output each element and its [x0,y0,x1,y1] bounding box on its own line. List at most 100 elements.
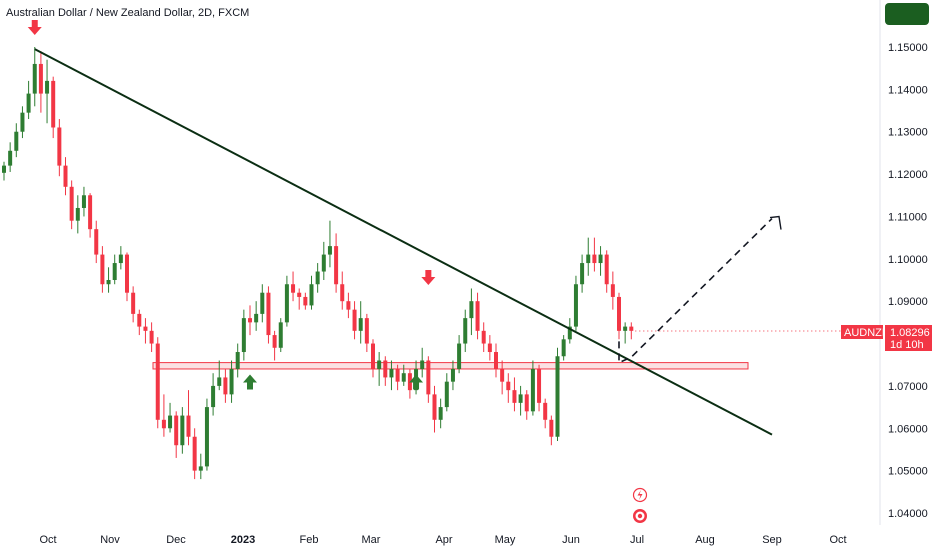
candle-body [229,368,234,395]
candle-body [63,165,68,187]
header-action-button[interactable] [885,3,929,25]
candle-body [377,360,382,369]
candle-body [573,284,578,327]
candle [20,106,25,139]
candle-body [457,343,462,369]
x-tick-label: Aug [695,534,715,546]
candle [327,220,332,268]
y-tick-label: 1.10000 [888,254,928,266]
lightning-icon[interactable] [632,487,648,503]
candle [450,360,455,391]
candle-body [543,402,548,420]
candle [112,254,117,285]
candle [186,390,191,446]
candle [198,453,203,480]
candle-body [297,292,302,297]
candle [340,271,345,310]
candle [315,263,320,293]
symbol-badge: AUDNZD [841,325,890,339]
candle-body [500,368,505,382]
candle-body [487,343,492,353]
candle [555,347,560,441]
candle-body [69,186,74,221]
candle-body [155,343,160,420]
candle [371,339,375,378]
candle-body [598,254,603,264]
candle-body [321,254,326,272]
candle [610,271,615,310]
candle [241,309,246,361]
candle [537,364,542,412]
x-tick-label: Nov [100,534,120,546]
candle-body [8,150,13,166]
arrow-up-icon [409,374,424,390]
candle-body [309,284,314,306]
candle-body [512,390,517,403]
y-tick-label: 1.05000 [888,466,928,478]
candle [500,360,505,395]
candle-body [352,309,357,331]
arrow-down-icon [421,270,436,285]
candle-body [217,377,222,386]
trendline[interactable] [34,48,773,436]
chart-title: Australian Dollar / New Zealand Dollar, … [6,7,249,19]
candle [309,275,314,310]
y-tick-label: 1.09000 [888,296,928,308]
y-tick-label: 1.14000 [888,84,928,96]
candle-body [14,131,19,151]
candle-body [506,381,511,391]
candle-body [106,280,111,285]
support-zone-layer [152,362,749,370]
candle-body [426,360,431,395]
y-tick-label: 1.11000 [888,211,927,223]
candle [106,267,111,293]
candle [420,347,425,378]
candle-body [524,394,529,412]
candle-body [143,326,148,331]
arrow-up-icon [243,374,257,390]
x-tick-label: Dec [166,534,186,546]
candle [235,343,240,378]
candle-body [204,407,209,467]
candle [395,364,400,391]
x-tick-label: Apr [435,534,452,546]
x-axis[interactable]: Oct Nov Dec 2023 Feb Mar Apr May Jun Jul Aug Sep Oct [39,534,846,546]
candle-body [494,352,498,369]
candle-body [303,296,308,306]
candle [543,398,548,429]
candle [161,394,166,437]
candle [211,373,216,416]
candle [125,252,129,302]
x-tick-label: Oct [39,534,56,546]
candle-body [481,330,486,344]
candle-body [180,415,185,446]
candle-body [580,263,585,285]
projection-path[interactable] [618,218,773,364]
candle-body [371,343,375,369]
x-tick-label: Feb [300,534,319,546]
y-tick-label: 1.07000 [888,381,928,393]
candle [69,180,74,230]
candle-body [586,254,591,264]
dividends-icon[interactable] [633,509,647,523]
candle-body [450,368,455,382]
candle-body [567,326,572,340]
x-tick-label: May [495,534,516,546]
candle [168,402,173,433]
candle [598,246,603,276]
candle-body [272,335,277,348]
candle [260,284,265,323]
candle [475,292,480,340]
y-axis[interactable]: 1.15000 1.14000 1.13000 1.12000 1.11000 1.100… [888,42,928,520]
markers-layer [27,20,436,390]
candle-body [20,112,25,132]
candle-body [131,292,136,314]
candle [457,335,462,374]
candle-body [604,254,609,285]
y-tick-label: 1.12000 [888,169,928,181]
x-tick-label: Jun [562,534,580,546]
candle-body [198,466,203,471]
candle-body [260,292,265,314]
x-tick-label: 2023 [231,534,255,546]
